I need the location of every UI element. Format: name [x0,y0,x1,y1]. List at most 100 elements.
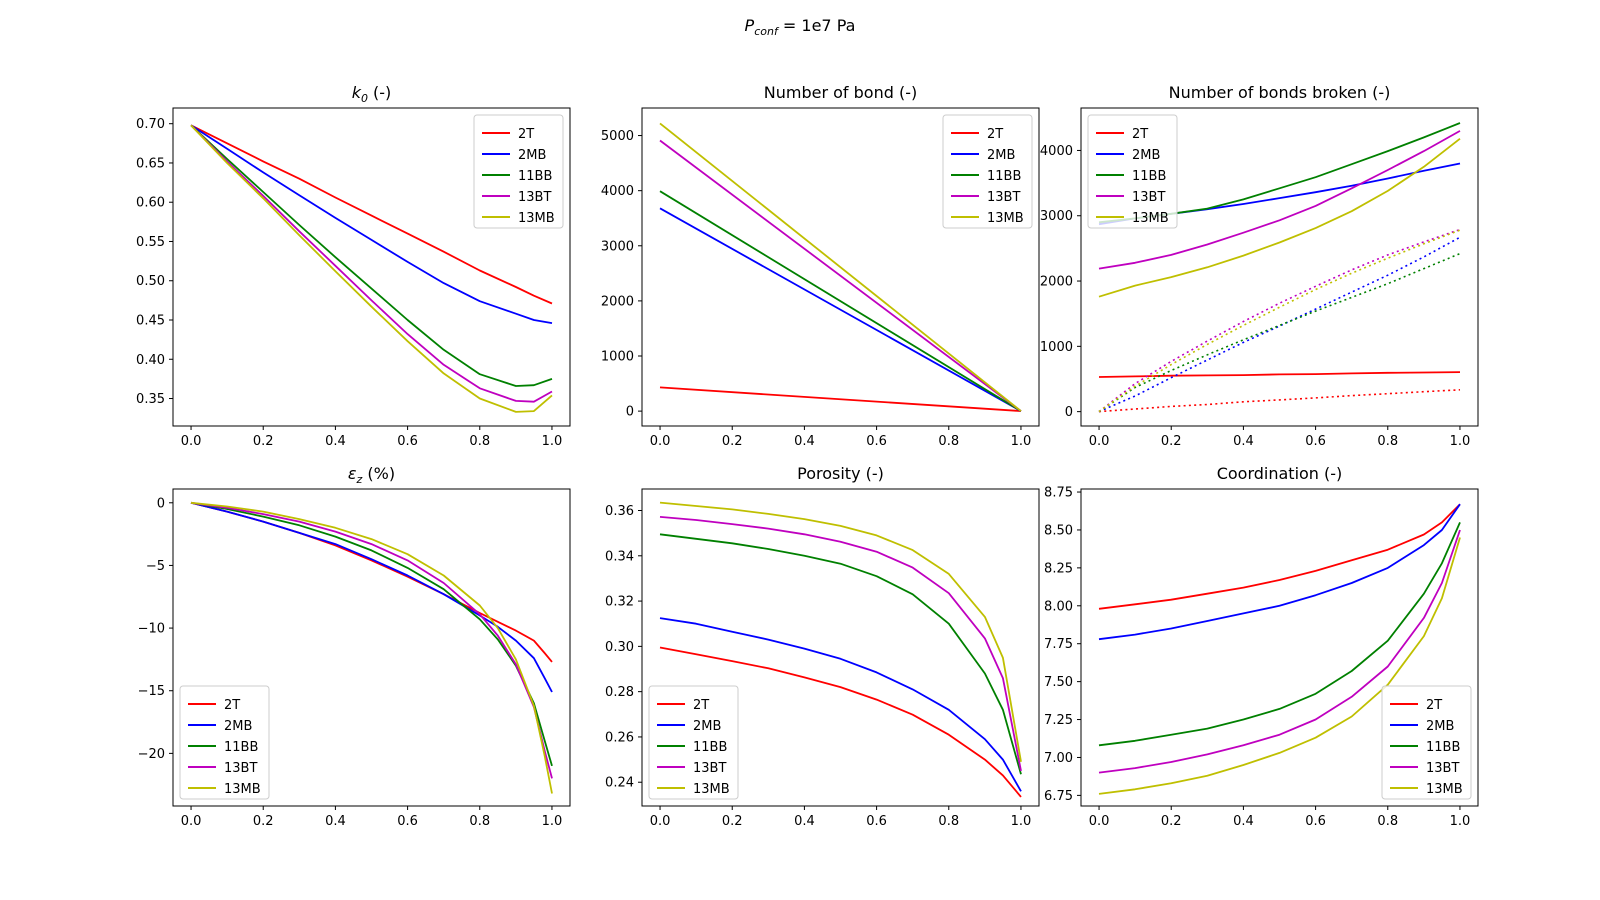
series-line-11BB [659,533,1022,775]
series-line-2T [1098,503,1461,610]
y-tick-label: 0.36 [605,504,634,519]
legend: 2T 2MB 11BB 13BT 13MB [179,685,270,800]
legend-label-2MB: 2MB [1132,148,1160,163]
legend-label-2T: 2T [1132,127,1148,142]
y-tick-label: 0.65 [136,156,165,171]
y-tick-label: −15 [138,684,165,699]
y-tick-label: 2000 [601,294,634,309]
y-tick-label: 7.00 [1044,751,1073,766]
legend-label-11BB: 11BB [987,169,1021,184]
series-line-2MB [190,501,553,693]
x-tick-label: 0.6 [397,434,418,449]
x-tick-label: 0.2 [253,434,274,449]
legend-frame [473,114,564,229]
series-line-13MB [190,124,553,413]
subplot-5: Porosity (-) 0.0 0.2 0.4 0.6 0.8 1.0 0.24 0.26 0.… [605,464,1040,829]
y-tick-label: 0.24 [605,776,634,791]
y-tick-label: 1000 [1040,340,1073,355]
legend-label-2MB: 2MB [224,719,252,734]
x-tick-label: 0.6 [397,814,418,829]
legend-label-13MB: 13MB [987,211,1024,226]
axes-frame [641,488,1040,807]
legend: 2T 2MB 11BB 13BT 13MB [473,114,564,229]
series-line-13MB [659,501,1022,762]
legend-label-11BB: 11BB [224,740,258,755]
subplot-6: Coordination (-) 0.0 0.2 0.4 0.6 0.8 1.0 6.75 7.… [1044,464,1479,829]
legend-frame [1381,685,1472,800]
legend-label-2T: 2T [224,698,240,713]
subplot-title: Porosity (-) [797,464,884,483]
y-tick-label: 3000 [1040,209,1073,224]
x-tick-label: 0.8 [938,814,959,829]
subplot-title: Number of bonds broken (-) [1169,83,1391,102]
series-line-13MB [1098,137,1461,298]
legend-label-13MB: 13MB [693,782,730,797]
series-line-13BT [659,516,1022,772]
x-tick-label: 0.2 [1161,434,1182,449]
series-line-2MB [659,207,1022,412]
x-tick-label: 1.0 [542,814,563,829]
x-tick-label: 0.4 [1233,814,1254,829]
legend: 2T 2MB 11BB 13BT 13MB [1087,114,1178,229]
y-tick-label: 1000 [601,350,634,365]
y-tick-label: 0.34 [605,549,634,564]
series-group [659,501,1022,798]
x-tick-label: 1.0 [1011,434,1032,449]
y-tick-label: −20 [138,747,165,762]
title-subscript: 0 [361,92,368,105]
x-tick-label: 0.2 [722,434,743,449]
series-line-2T [190,501,553,663]
x-tick-label: 1.0 [1450,434,1471,449]
legend-label-11BB: 11BB [1426,740,1460,755]
series-line-13BT [1098,130,1461,270]
x-tick-label: 0.8 [469,434,490,449]
y-tick-label: −10 [138,622,165,637]
y-tick-label: 8.00 [1044,599,1073,614]
series-line-13MB [1098,537,1461,795]
legend-label-2MB: 2MB [518,148,546,163]
series-line-2T-dotted [1098,389,1461,413]
y-tick-label: 0.40 [136,353,165,368]
y-tick-label: 0.30 [605,640,634,655]
x-tick-label: 0.0 [181,814,202,829]
x-tick-label: 0.4 [325,434,346,449]
y-tick-label: 0.45 [136,314,165,329]
subplot-1: k0 (-) 0.0 0.2 0.4 0.6 0.8 1.0 0.35 0.40 0.45 0.50… [136,83,571,449]
y-tick-label: 7.75 [1044,637,1073,652]
series-line-11BB [190,124,553,387]
y-tick-label: 0 [1065,405,1073,420]
series-line-2T [659,646,1022,798]
legend-label-2MB: 2MB [693,719,721,734]
axes-frame [172,107,571,427]
x-tick-label: 0.8 [469,814,490,829]
legend-label-13MB: 13MB [224,782,261,797]
series-line-13BT [1098,529,1461,774]
legend-label-13BT: 13BT [1132,190,1165,205]
series-group [659,122,1022,412]
series-line-2T [659,386,1022,412]
x-tick-label: 0.4 [794,434,815,449]
x-tick-label: 0.0 [1089,814,1110,829]
y-tick-label: 0.60 [136,196,165,211]
y-tick-label: 0.28 [605,685,634,700]
series-line-11BB-dotted [1098,252,1461,413]
y-tick-label: 0.50 [136,274,165,289]
y-tick-label: 2000 [1040,275,1073,290]
legend-label-2MB: 2MB [1426,719,1454,734]
suptitle-symbol: P [744,16,755,35]
legend-label-11BB: 11BB [693,740,727,755]
legend-label-2T: 2T [987,127,1003,142]
subplot-title: εz (%) [348,464,395,486]
suptitle-subscript: conf [754,25,778,39]
legend-label-13MB: 13MB [518,211,555,226]
legend-label-11BB: 11BB [1132,169,1166,184]
series-line-2T [190,124,553,305]
y-tick-label: 8.25 [1044,561,1073,576]
series-line-13BT-dotted [1098,228,1461,413]
series-line-13BT [190,124,553,403]
legend: 2T 2MB 11BB 13BT 13MB [942,114,1033,229]
axes-frame [641,107,1040,427]
series-line-2MB-dotted [1098,236,1461,413]
y-tick-label: 5000 [601,129,634,144]
legend-frame [179,685,270,800]
